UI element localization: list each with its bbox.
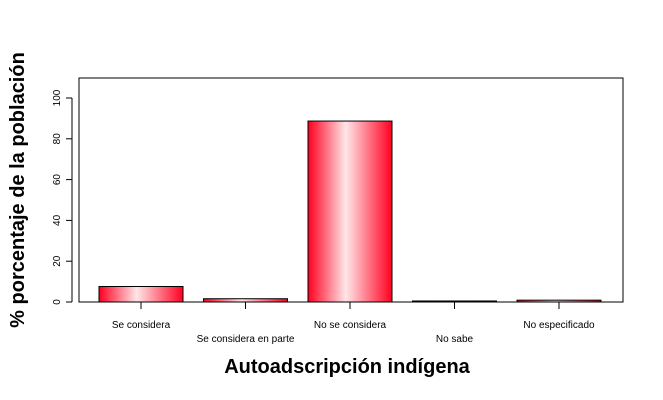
bar [307, 120, 393, 303]
x-tick-label: No se considera [314, 320, 387, 331]
bars [98, 120, 602, 303]
y-axis-title: % porcentaje de la población [7, 52, 29, 328]
y-tick-label: 20 [52, 255, 63, 267]
y-tick-label: 80 [52, 133, 63, 145]
x-axis: Se considera Se considera en parte No se c… [112, 302, 595, 345]
bar [412, 300, 497, 303]
x-tick-label: No especificado [523, 320, 595, 331]
y-tick-label: 0 [52, 299, 63, 305]
bar [98, 285, 184, 303]
bar [203, 298, 288, 303]
x-tick-label: Se considera en parte [197, 334, 295, 345]
y-tick-label: 40 [52, 214, 63, 226]
y-tick-label: 60 [52, 174, 63, 186]
x-tick-label: Se considera [112, 320, 171, 331]
y-tick-label: 100 [52, 89, 63, 106]
x-tick-label: No sabe [436, 334, 474, 345]
bar [516, 299, 602, 303]
x-axis-title: Autoadscripción indígena [224, 356, 470, 378]
y-axis: 0 20 40 60 80 100 [52, 89, 73, 305]
